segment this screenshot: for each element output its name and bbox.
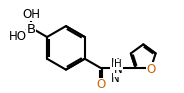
- Text: HO: HO: [9, 30, 27, 43]
- Text: N: N: [114, 63, 123, 76]
- Text: OH: OH: [22, 8, 40, 21]
- Text: H
N: H N: [111, 57, 119, 85]
- Text: H: H: [114, 59, 122, 69]
- Text: O: O: [146, 63, 155, 76]
- Text: B: B: [26, 23, 36, 36]
- Text: O: O: [96, 78, 105, 91]
